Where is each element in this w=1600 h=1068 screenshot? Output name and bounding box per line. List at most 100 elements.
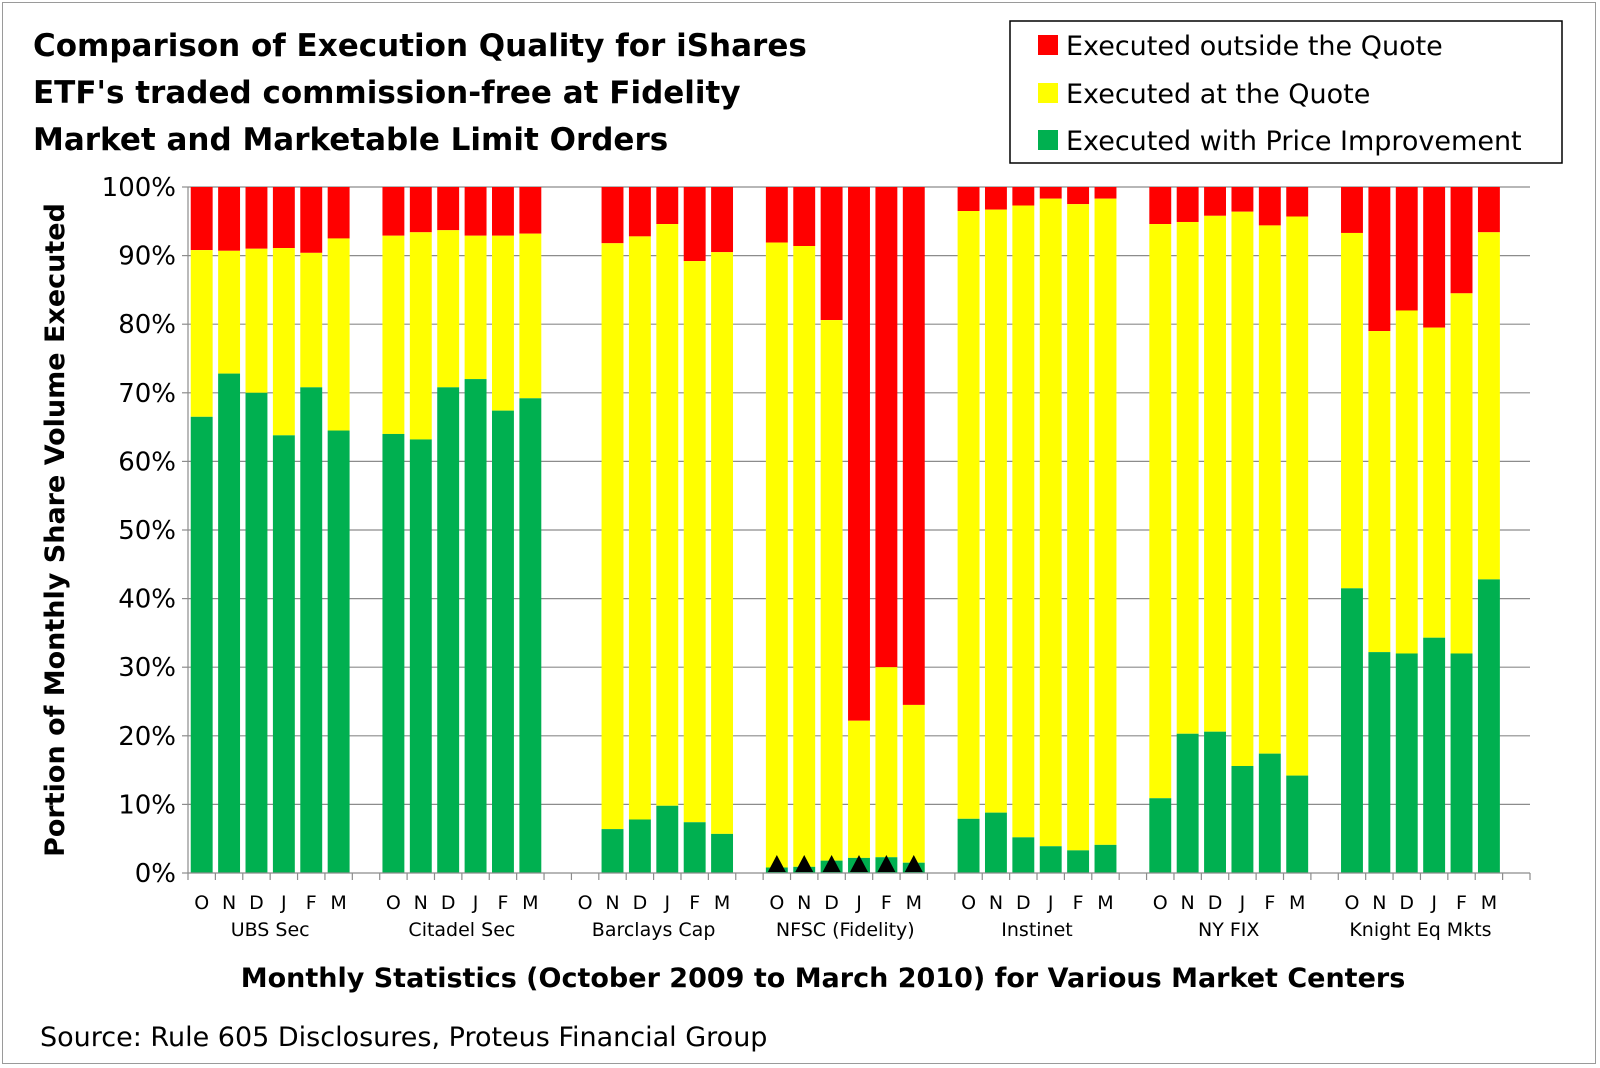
- month-label: M: [1097, 892, 1113, 914]
- bar-instinet-at-quote: [1094, 198, 1117, 845]
- month-label: F: [497, 892, 508, 914]
- month-label: D: [824, 892, 839, 914]
- bar-ny-fix-price-improvement: [1204, 731, 1226, 873]
- bar-ny-fix-outside-quote: [1258, 187, 1281, 226]
- month-label: M: [906, 892, 922, 914]
- bar-ubs-sec-at-quote: [190, 250, 213, 417]
- bar-barclays-cap-at-quote: [601, 243, 624, 830]
- bar-ubs-sec-at-quote: [245, 248, 268, 393]
- bar-citadel-sec-price-improvement: [492, 410, 514, 873]
- bar-nfsc-fidelity-outside-quote: [820, 187, 843, 321]
- month-label: N: [1372, 892, 1386, 914]
- title-line-3: Market and Marketable Limit Orders: [33, 122, 668, 158]
- month-label: F: [881, 892, 892, 914]
- x-axis-title: Monthly Statistics (October 2009 to Marc…: [241, 963, 1406, 994]
- group-label-knight-eq-mkts: Knight Eq Mkts: [1349, 919, 1491, 941]
- bar-citadel-sec-price-improvement: [519, 398, 542, 873]
- month-label: D: [1016, 892, 1031, 914]
- bar-ny-fix-at-quote: [1258, 225, 1281, 754]
- bar-instinet-at-quote: [984, 209, 1007, 813]
- bar-ny-fix-outside-quote: [1176, 187, 1199, 222]
- y-tick-label: 60%: [118, 447, 176, 477]
- bar-barclays-cap-price-improvement: [656, 805, 679, 873]
- month-label: D: [249, 892, 264, 914]
- month-label: D: [1399, 892, 1414, 914]
- bar-nfsc-fidelity-at-quote: [875, 667, 898, 858]
- bar-citadel-sec-price-improvement: [382, 433, 405, 873]
- bar-citadel-sec-price-improvement: [464, 379, 487, 873]
- bar-barclays-cap-outside-quote: [628, 187, 651, 237]
- bar-instinet-at-quote: [957, 211, 980, 819]
- bars: [190, 187, 1500, 873]
- bar-instinet-outside-quote: [984, 187, 1007, 210]
- bar-ny-fix-at-quote: [1176, 221, 1199, 734]
- bar-instinet-at-quote: [1039, 198, 1062, 847]
- bar-nfsc-fidelity-outside-quote: [793, 187, 816, 246]
- bar-knight-eq-mkts-price-improvement: [1477, 579, 1500, 873]
- bar-nfsc-fidelity-at-quote: [848, 720, 870, 858]
- bar-instinet-at-quote: [1012, 205, 1035, 838]
- bar-knight-eq-mkts-price-improvement: [1368, 652, 1391, 873]
- bar-ny-fix-at-quote: [1204, 215, 1226, 732]
- group-label-barclays-cap: Barclays Cap: [592, 919, 716, 941]
- month-label: D: [441, 892, 456, 914]
- month-label: M: [1481, 892, 1497, 914]
- bar-knight-eq-mkts-price-improvement: [1395, 653, 1418, 873]
- bar-knight-eq-mkts-at-quote: [1395, 310, 1418, 654]
- bar-instinet-outside-quote: [1012, 187, 1035, 206]
- bar-knight-eq-mkts-at-quote: [1341, 232, 1363, 589]
- month-label: J: [472, 892, 479, 914]
- bar-ny-fix-price-improvement: [1149, 798, 1172, 873]
- month-label: M: [1289, 892, 1305, 914]
- triangle-marker: [767, 855, 786, 872]
- bar-knight-eq-mkts-at-quote: [1477, 232, 1500, 580]
- bar-nfsc-fidelity-outside-quote: [848, 187, 870, 721]
- legend-box: [1009, 20, 1563, 164]
- bar-knight-eq-mkts-price-improvement: [1450, 653, 1473, 873]
- bar-nfsc-fidelity-at-quote: [902, 704, 925, 863]
- bar-instinet-at-quote: [1067, 204, 1090, 851]
- bar-ubs-sec-price-improvement: [190, 416, 213, 873]
- bar-barclays-cap-outside-quote: [683, 187, 706, 262]
- month-label: O: [194, 892, 209, 914]
- month-label: N: [222, 892, 236, 914]
- month-label: O: [578, 892, 593, 914]
- bar-barclays-cap-price-improvement: [601, 829, 624, 873]
- month-label: D: [1208, 892, 1223, 914]
- bar-citadel-sec-at-quote: [519, 233, 542, 399]
- bar-citadel-sec-outside-quote: [409, 187, 432, 233]
- bar-barclays-cap-price-improvement: [683, 822, 706, 873]
- month-label: N: [989, 892, 1003, 914]
- bar-ubs-sec-outside-quote: [245, 187, 268, 249]
- month-label: J: [280, 892, 287, 914]
- bar-ubs-sec-price-improvement: [272, 435, 295, 873]
- bar-barclays-cap-outside-quote: [656, 187, 679, 225]
- y-tick-label: 10%: [118, 790, 176, 820]
- month-label: J: [663, 892, 670, 914]
- y-tick-label: 30%: [118, 653, 176, 683]
- bar-ny-fix-price-improvement: [1286, 775, 1309, 873]
- group-label-nfsc-fidelity: NFSC (Fidelity): [776, 919, 915, 941]
- bar-knight-eq-mkts-outside-quote: [1368, 187, 1391, 332]
- month-label: J: [855, 892, 862, 914]
- bar-knight-eq-mkts-at-quote: [1368, 331, 1391, 653]
- bar-nfsc-fidelity-outside-quote: [875, 187, 898, 668]
- title-line-1: Comparison of Execution Quality for iSha…: [33, 28, 807, 64]
- y-tick-label: 100%: [102, 173, 176, 203]
- group-label-ny-fix: NY FIX: [1198, 919, 1259, 941]
- triangle-marker: [850, 855, 868, 872]
- legend: Executed outside the Quote Executed at t…: [1009, 20, 1563, 164]
- month-label: N: [414, 892, 428, 914]
- month-label: D: [633, 892, 648, 914]
- bar-citadel-sec-price-improvement: [409, 439, 432, 873]
- bar-citadel-sec-at-quote: [382, 235, 405, 434]
- bar-instinet-outside-quote: [1067, 187, 1090, 205]
- bar-citadel-sec-at-quote: [437, 230, 460, 388]
- x-axis: [187, 872, 1531, 880]
- bar-ny-fix-outside-quote: [1286, 187, 1309, 217]
- month-label: O: [1153, 892, 1168, 914]
- legend-label-at-quote: Executed at the Quote: [1066, 79, 1370, 110]
- bar-ny-fix-price-improvement: [1258, 753, 1281, 873]
